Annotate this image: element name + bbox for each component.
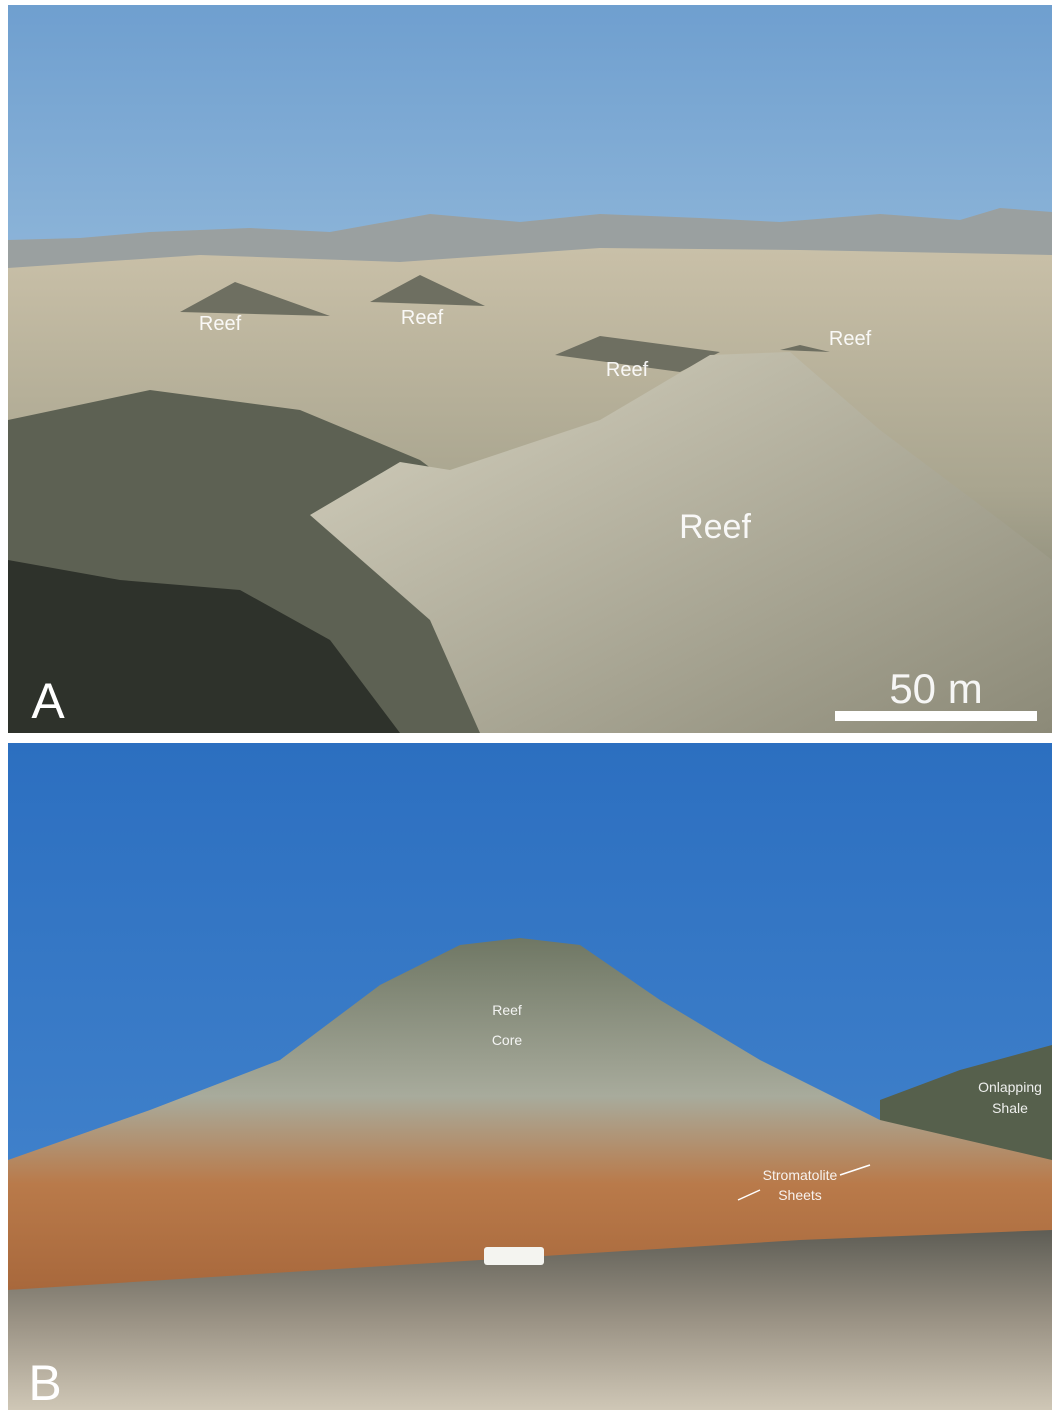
- scale-bar: [835, 711, 1037, 721]
- label-line: Sheets: [778, 1187, 822, 1203]
- panel-letter: A: [31, 673, 65, 729]
- scale-bar-label: 50 m: [889, 665, 982, 712]
- label-line: Stromatolite: [763, 1167, 838, 1183]
- panel-b: Reef Core Onlapping Shale Stromatolite S…: [8, 743, 1052, 1411]
- label-line: Onlapping: [978, 1079, 1042, 1095]
- reef-label: Reef: [199, 313, 242, 335]
- reef-label: Reef: [606, 359, 649, 381]
- label-line: Shale: [992, 1100, 1028, 1116]
- figure: Reef Reef Reef Reef Reef 50 m A Reef Cor…: [0, 0, 1055, 1414]
- panel-letter: B: [28, 1355, 61, 1411]
- reef-label: Reef: [679, 508, 751, 546]
- panel-a: Reef Reef Reef Reef Reef 50 m A: [8, 5, 1052, 733]
- vehicle: [484, 1247, 544, 1265]
- label-line: Reef: [492, 1002, 522, 1018]
- reef-label: Reef: [401, 307, 444, 329]
- reef-label: Reef: [829, 328, 872, 350]
- label-line: Core: [492, 1032, 523, 1048]
